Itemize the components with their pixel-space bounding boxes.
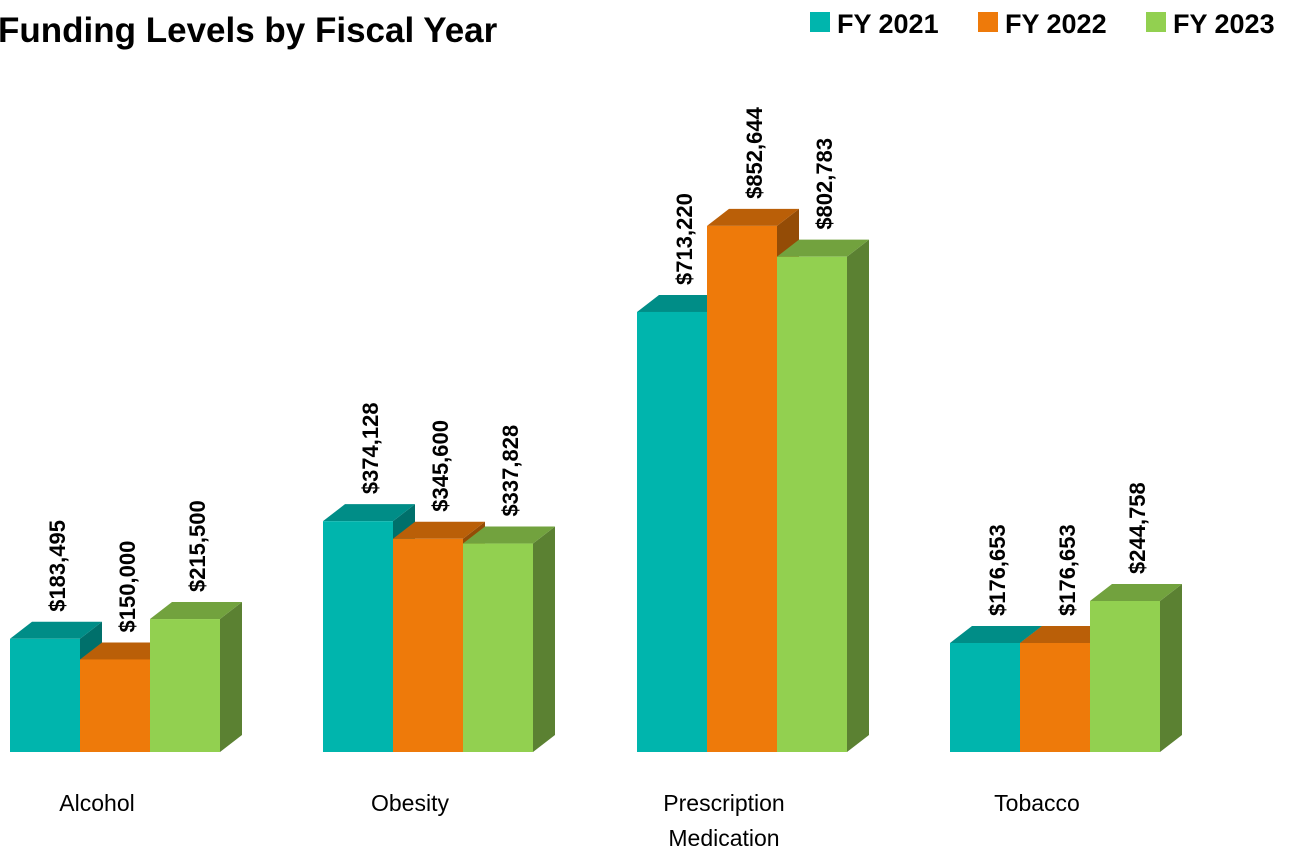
bar-side [1160, 583, 1182, 752]
value-label-tobacco-fy-2023: $244,758 [1125, 482, 1150, 574]
chart-title: Funding Levels by Fiscal Year [0, 11, 498, 50]
legend: FY 2021 FY 2022 FY 2023 [810, 9, 1275, 39]
value-label-alcohol-fy-2022: $150,000 [115, 541, 140, 633]
bar-front [1090, 600, 1160, 752]
category-label-obesity: Obesity [371, 790, 449, 816]
legend-swatch-fy-2022 [978, 12, 998, 32]
bar-top [1090, 583, 1182, 601]
bar-top [10, 621, 102, 639]
legend-label-fy-2021: FY 2021 [837, 9, 939, 39]
bar-obesity-fy-2023 [463, 526, 555, 752]
bar-front [1020, 643, 1090, 752]
bar-top [80, 642, 172, 660]
bar-front [463, 543, 533, 752]
value-label-prescription-medication-fy-2022: $852,644 [742, 106, 767, 199]
value-label-obesity-fy-2021: $374,128 [358, 402, 383, 494]
bar-tobacco-fy-2023 [1090, 583, 1182, 752]
bar-top [777, 239, 869, 257]
category-label-prescription-medication: Prescription Medication [663, 790, 784, 851]
category-label-alcohol: Alcohol [59, 790, 134, 816]
bar-front [707, 225, 777, 753]
value-label-tobacco-fy-2022: $176,653 [1055, 524, 1080, 616]
bar-top [707, 208, 799, 226]
bar-side [533, 526, 555, 752]
value-label-alcohol-fy-2021: $183,495 [45, 520, 70, 612]
bar-top [637, 294, 729, 312]
bar-prescription-medication-fy-2023 [777, 239, 869, 753]
bar-front [80, 659, 150, 752]
bar-alcohol-fy-2023 [150, 602, 242, 752]
bar-top [323, 504, 415, 522]
value-label-alcohol-fy-2023: $215,500 [185, 500, 210, 592]
value-label-prescription-medication-fy-2023: $802,783 [812, 138, 837, 230]
legend-swatch-fy-2021 [810, 12, 830, 32]
bar-front [10, 638, 80, 752]
bar-side [220, 602, 242, 752]
bar-front [777, 256, 847, 752]
legend-swatch-fy-2023 [1146, 12, 1166, 32]
bars [10, 208, 1182, 753]
category-label-tobacco: Tobacco [994, 790, 1080, 816]
value-label-prescription-medication-fy-2021: $713,220 [672, 193, 697, 285]
bar-front [323, 521, 393, 752]
bar-top [393, 521, 485, 539]
bar-front [150, 619, 220, 752]
bar-front [637, 311, 707, 752]
bar-side [847, 239, 869, 753]
bar-front [393, 538, 463, 752]
legend-label-fy-2023: FY 2023 [1173, 9, 1275, 39]
value-labels: $183,495 $150,000 $215,500 $374,128 $345,600… [45, 106, 1150, 632]
bar-front [950, 643, 1020, 752]
legend-label-fy-2022: FY 2022 [1005, 9, 1107, 39]
bar-top [1020, 626, 1112, 644]
bar-top [150, 602, 242, 620]
value-label-tobacco-fy-2021: $176,653 [985, 524, 1010, 616]
value-label-obesity-fy-2022: $345,600 [428, 420, 453, 512]
value-label-obesity-fy-2023: $337,828 [498, 425, 523, 517]
bar-top [463, 526, 555, 544]
category-labels: Alcohol Obesity Prescription Medication Toba… [59, 790, 1080, 851]
bar-top [950, 626, 1042, 644]
